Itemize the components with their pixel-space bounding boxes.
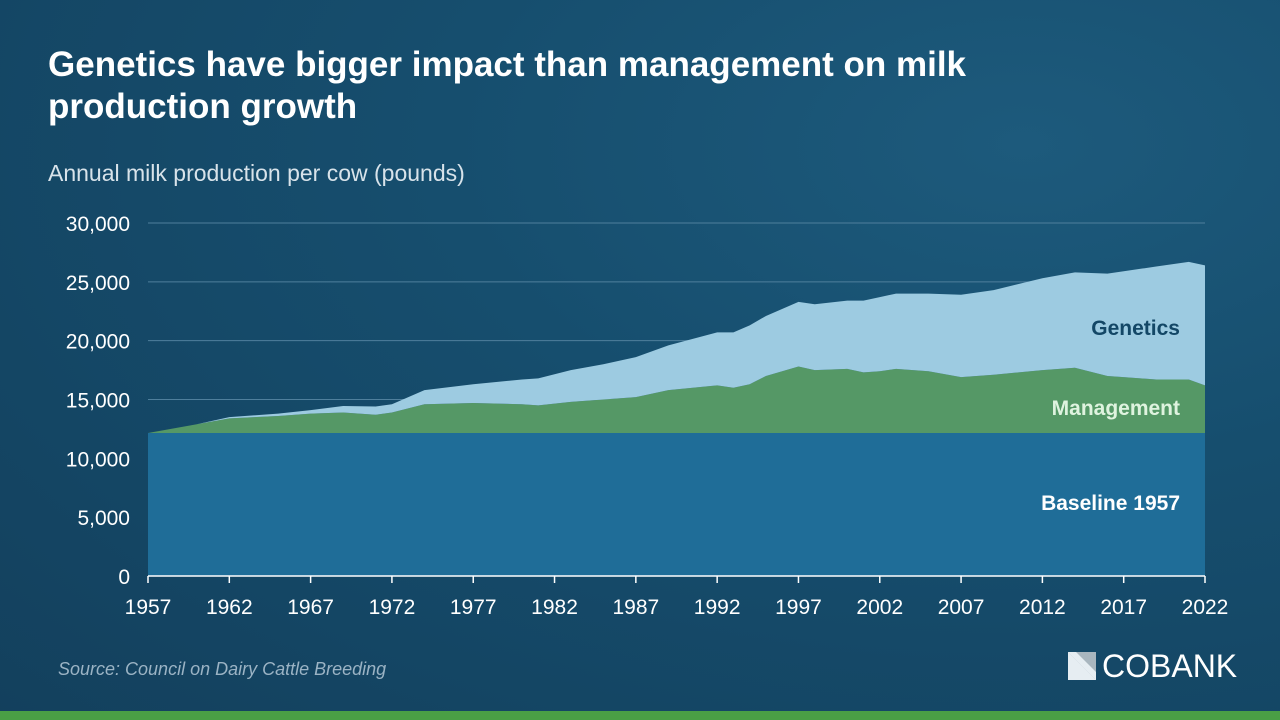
y-tick-label: 5,000 <box>77 507 130 530</box>
series-label: Management <box>1052 397 1180 420</box>
y-tick-label: 15,000 <box>66 390 130 413</box>
x-tick-label: 2022 <box>1182 596 1229 619</box>
y-tick-label: 20,000 <box>66 331 130 354</box>
bottom-stripe <box>0 711 1280 720</box>
area-management <box>148 366 1205 434</box>
x-tick-label: 1992 <box>694 596 741 619</box>
x-tick-label: 2007 <box>938 596 985 619</box>
chart-title: Genetics have bigger impact than managem… <box>48 45 967 126</box>
x-tick-label: 1982 <box>531 596 578 619</box>
y-tick-label: 0 <box>118 566 130 589</box>
area-genetics <box>148 261 1205 434</box>
x-tick-label: 1987 <box>612 596 659 619</box>
x-tick-label: 2002 <box>856 596 903 619</box>
logo-text: COBANK <box>1102 648 1238 684</box>
area-baseline-1957 <box>148 433 1205 576</box>
y-tick-label: 30,000 <box>66 213 130 236</box>
x-tick-label: 1957 <box>125 596 172 619</box>
series-label: Genetics <box>1091 317 1180 340</box>
cobank-logo-icon <box>1068 651 1096 680</box>
cobank-logo: COBANK <box>1068 648 1237 685</box>
y-axis-label: Annual milk production per cow (pounds) <box>48 160 465 186</box>
series-label: Baseline 1957 <box>1041 492 1180 515</box>
x-tick-label: 1972 <box>369 596 416 619</box>
source-note: Source: Council on Dairy Cattle Breeding <box>58 659 387 679</box>
x-tick-label: 1997 <box>775 596 822 619</box>
x-tick-label: 1962 <box>206 596 253 619</box>
y-tick-label: 25,000 <box>66 272 130 295</box>
x-tick-label: 2017 <box>1100 596 1147 619</box>
x-tick-label: 1967 <box>287 596 334 619</box>
x-tick-label: 1977 <box>450 596 497 619</box>
x-tick-label: 2012 <box>1019 596 1066 619</box>
y-tick-label: 10,000 <box>66 448 130 471</box>
